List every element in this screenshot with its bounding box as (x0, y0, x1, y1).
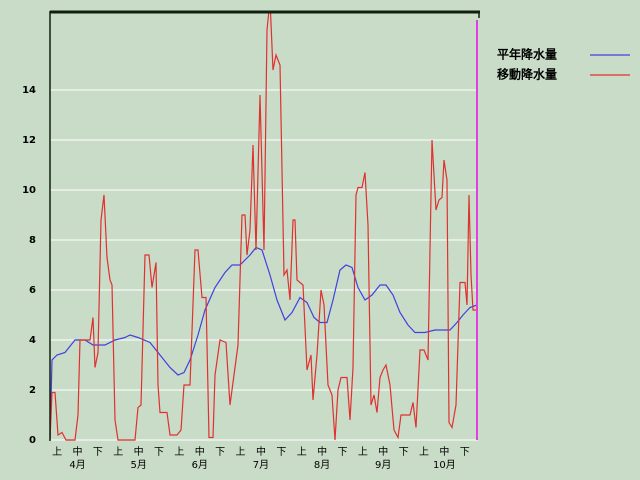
x-tick-label: 下 (460, 447, 470, 458)
x-tick-label: 中 (256, 445, 266, 458)
x-tick-label: 下 (276, 447, 286, 458)
x-tick-label: 上 (113, 446, 123, 458)
x-tick-label: 上 (419, 446, 429, 458)
y-tick-label: 14 (22, 85, 36, 96)
x-tick-label: 中 (378, 445, 388, 458)
x-tick-label: 上 (52, 446, 62, 458)
x-tick-label: 上 (236, 446, 246, 458)
x-tick-label: 下 (215, 447, 225, 458)
x-tick-label: 上 (297, 446, 307, 458)
month-label: 8月 (314, 459, 330, 471)
x-tick-label: 中 (195, 445, 205, 458)
x-tick-label: 中 (439, 445, 449, 458)
x-tick-label: 中 (73, 445, 83, 458)
x-tick-label: 下 (93, 447, 103, 458)
y-tick-label: 8 (29, 235, 36, 246)
x-tick-label: 上 (358, 446, 368, 458)
x-tick-label: 下 (154, 447, 164, 458)
month-label: 6月 (192, 459, 208, 471)
y-tick-label: 2 (29, 385, 36, 396)
x-tick-label: 下 (337, 447, 347, 458)
x-tick-label: 中 (317, 445, 327, 458)
month-label: 7月 (253, 459, 269, 471)
y-tick-label: 4 (29, 335, 36, 346)
y-tick-label: 10 (22, 185, 36, 196)
x-tick-label: 中 (134, 445, 144, 458)
legend-label: 移動降水量 (497, 67, 557, 82)
y-tick-label: 6 (29, 285, 36, 296)
y-tick-label: 0 (29, 435, 36, 446)
month-label: 9月 (375, 459, 391, 471)
labels: 02468101214上中下上中下上中下上中下上中下上中下上中下4月 5月 6月 7月… (22, 47, 630, 471)
month-label: 10月 (433, 459, 456, 471)
y-tick-label: 12 (22, 135, 36, 146)
month-label: 5月 (130, 459, 146, 471)
legend-label: 平年降水量 (497, 47, 557, 62)
x-tick-label: 上 (174, 446, 184, 458)
plot (50, 12, 478, 441)
month-label: 4月 (69, 459, 85, 471)
series-line (50, 12, 477, 441)
x-tick-label: 下 (399, 447, 409, 458)
series-line (50, 246, 478, 441)
